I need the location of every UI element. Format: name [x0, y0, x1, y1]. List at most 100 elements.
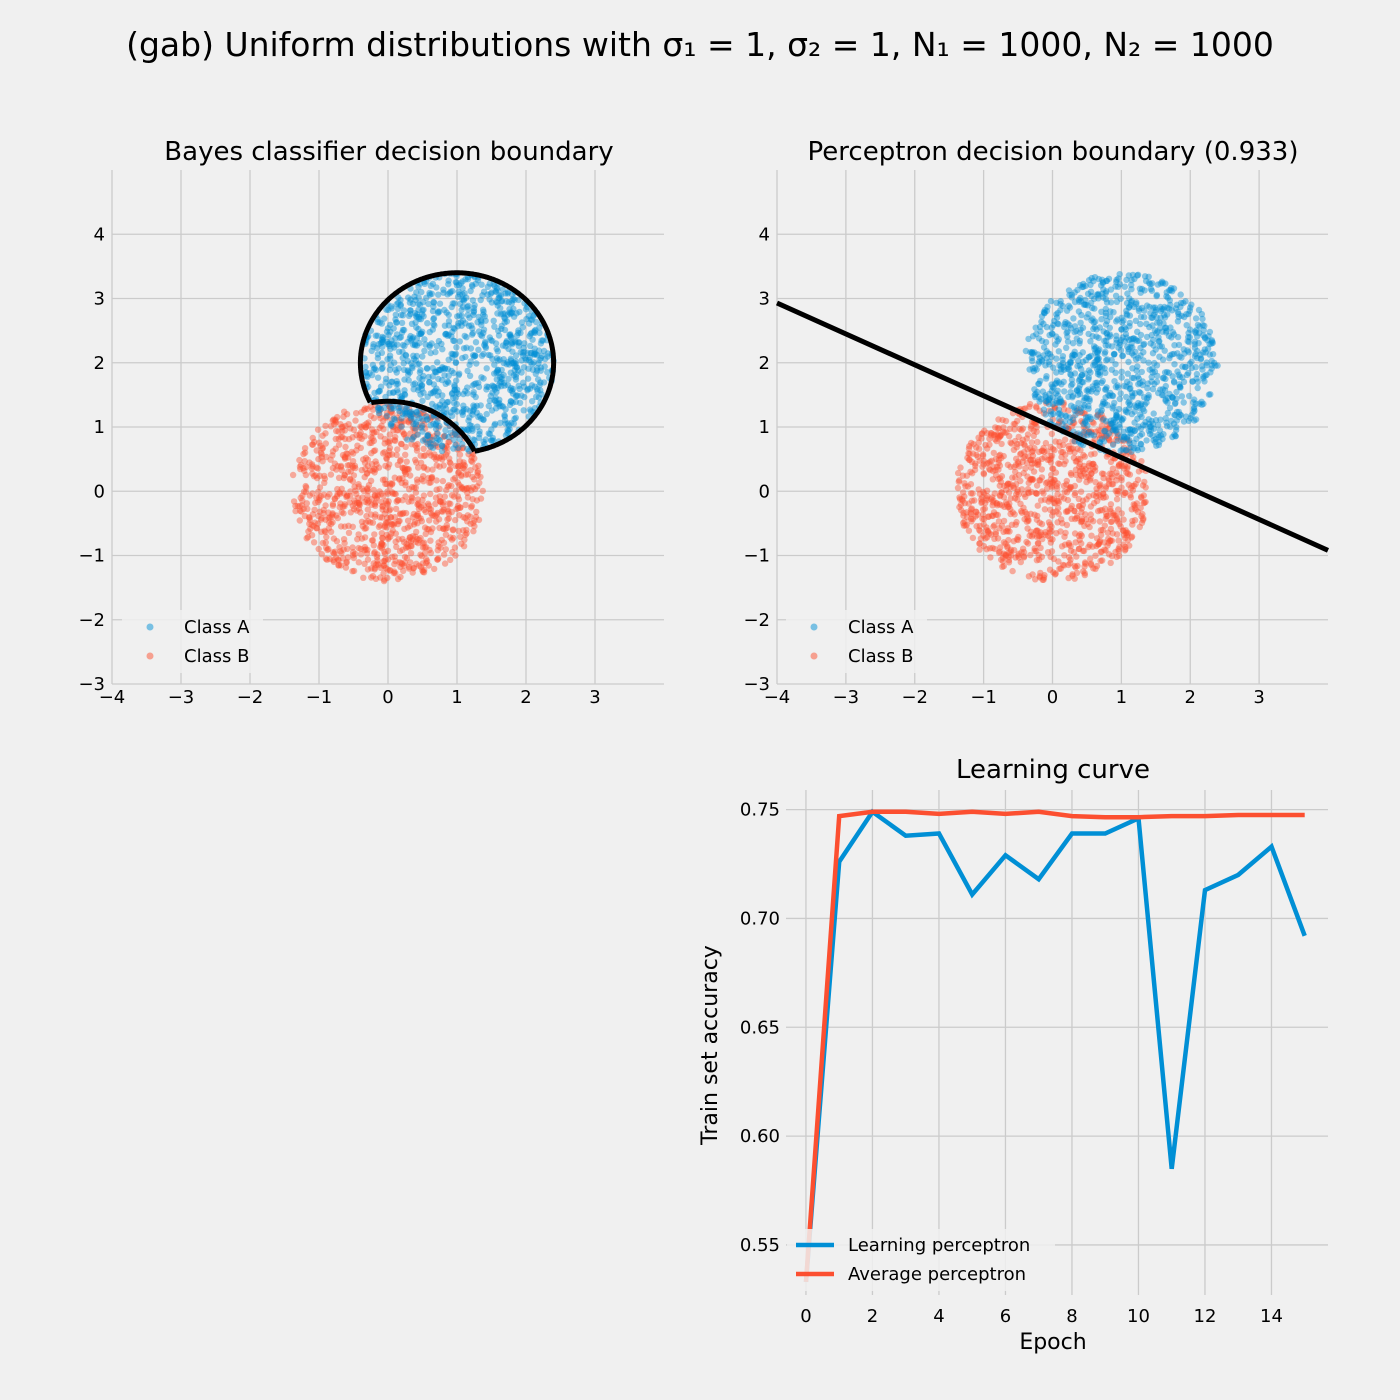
- class-a-point: [1171, 431, 1178, 438]
- class-a-point: [494, 348, 501, 355]
- class-b-point: [312, 499, 319, 507]
- class-b-point: [476, 479, 483, 486]
- class-b-point: [360, 456, 367, 463]
- class-a-point: [388, 337, 395, 344]
- class-b-point: [409, 410, 416, 418]
- class-b-point: [971, 497, 978, 504]
- class-a-point: [403, 409, 410, 416]
- class-b-point: [302, 482, 309, 490]
- class-b-point: [339, 451, 347, 459]
- class-a-point: [410, 386, 417, 393]
- class-b-point: [448, 482, 455, 490]
- class-b-point: [425, 562, 432, 569]
- class-b-point: [419, 568, 427, 575]
- class-b-point: [338, 549, 345, 557]
- class-b-point: [991, 545, 998, 553]
- class-a-point: [1153, 442, 1160, 449]
- class-a-point: [1157, 303, 1164, 311]
- class-b-point: [378, 545, 386, 552]
- class-b-point: [426, 449, 433, 456]
- class-a-point: [1104, 402, 1111, 409]
- class-a-point: [370, 343, 377, 350]
- class-b-point: [344, 545, 351, 553]
- class-a-point: [1123, 312, 1131, 319]
- class-a-point: [1208, 340, 1215, 347]
- class-b-point: [987, 432, 995, 439]
- class-b-point: [335, 562, 343, 569]
- class-a-point: [1128, 340, 1135, 347]
- class-b-point: [386, 567, 393, 574]
- class-b-point: [428, 413, 435, 421]
- class-a-point: [1129, 392, 1136, 400]
- class-b-point: [328, 513, 335, 520]
- class-a-point: [1153, 362, 1161, 369]
- class-b-point: [343, 450, 350, 457]
- class-b-point: [412, 484, 419, 491]
- class-b-point: [356, 501, 363, 508]
- class-a-point: [1087, 338, 1094, 345]
- class-b-point: [371, 492, 378, 499]
- class-b-point: [1104, 512, 1111, 520]
- class-a-point: [424, 320, 431, 327]
- class-b-point: [401, 430, 408, 437]
- class-a-point: [414, 311, 421, 318]
- class-a-point: [1151, 327, 1159, 334]
- class-a-point: [1116, 395, 1124, 403]
- class-a-point: [463, 344, 470, 351]
- class-a-point: [475, 413, 482, 421]
- class-b-point: [477, 495, 485, 502]
- class-a-point: [420, 298, 427, 306]
- class-a-point: [1148, 314, 1155, 321]
- class-a-point: [453, 279, 460, 286]
- class-a-point: [459, 441, 466, 448]
- class-a-point: [470, 353, 478, 360]
- class-b-point: [309, 463, 316, 470]
- class-a-point: [464, 445, 471, 453]
- class-b-point: [1038, 474, 1046, 481]
- class-b-point: [305, 514, 313, 521]
- class-a-point: [464, 426, 471, 433]
- class-b-point: [322, 422, 329, 430]
- class-b-point: [380, 558, 387, 565]
- class-a-point: [1035, 380, 1042, 388]
- class-b-point: [444, 483, 451, 490]
- class-a-point: [370, 341, 377, 348]
- class-b-point: [381, 548, 388, 555]
- class-a-point: [424, 365, 431, 372]
- class-a-point: [439, 346, 446, 353]
- class-b-point: [378, 498, 385, 506]
- class-a-point: [1118, 368, 1125, 375]
- x-tick-label: 14: [1260, 1306, 1283, 1327]
- class-b-point: [456, 512, 463, 519]
- class-b-point: [319, 445, 326, 452]
- class-a-point: [522, 355, 529, 362]
- class-b-point: [453, 441, 460, 448]
- class-b-point: [314, 520, 322, 527]
- class-a-point: [459, 285, 466, 292]
- class-a-point: [1201, 378, 1208, 385]
- class-a-point: [414, 431, 421, 438]
- class-b-point: [383, 519, 390, 526]
- class-b-point: [1066, 448, 1074, 455]
- class-b-point: [403, 540, 410, 548]
- class-b-point: [996, 492, 1004, 500]
- class-a-point: [484, 291, 491, 298]
- class-a-point: [459, 354, 466, 362]
- class-a-point: [1191, 407, 1198, 414]
- class-b-point: [303, 500, 310, 507]
- class-b-point: [399, 428, 406, 435]
- class-b-point: [456, 481, 463, 489]
- class-a-point: [430, 320, 437, 328]
- class-b-point: [1079, 497, 1087, 504]
- class-b-point: [445, 510, 452, 517]
- class-a-point: [415, 283, 422, 291]
- class-b-point: [438, 453, 445, 460]
- class-b-point: [331, 495, 339, 503]
- class-b-point: [1045, 519, 1053, 526]
- class-b-point: [364, 566, 372, 573]
- class-b-point: [962, 522, 969, 529]
- class-b-point: [385, 534, 392, 541]
- class-b-point: [403, 458, 410, 465]
- class-b-point: [391, 514, 399, 521]
- class-b-point: [316, 494, 323, 502]
